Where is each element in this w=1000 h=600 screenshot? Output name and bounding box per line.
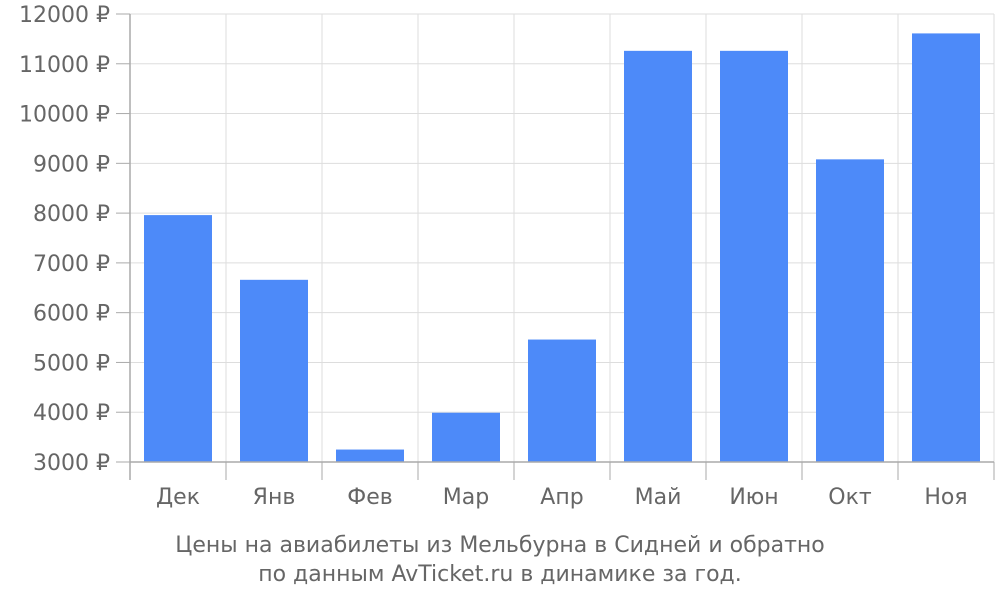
bars [144,33,980,463]
x-tick-label: Апр [540,485,583,510]
bar [624,50,692,462]
bar-chart: 3000 ₽ 4000 ₽ 5000 ₽ 6000 ₽ 7000 ₽ 8000 ₽ 9000… [19,3,995,510]
bar [432,412,500,462]
x-tick-label: Ноя [924,485,967,510]
y-tick-label: 9000 ₽ [33,152,110,177]
x-tick-label: Фев [347,485,392,510]
axes [116,13,995,480]
bar [336,449,404,462]
y-tick-labels: 3000 ₽ 4000 ₽ 5000 ₽ 6000 ₽ 7000 ₽ 8000 ₽ 9000… [19,3,110,476]
y-tick-label: 4000 ₽ [33,401,110,426]
y-tick-label: 7000 ₽ [33,252,110,277]
y-tick-label: 8000 ₽ [33,202,110,227]
y-tick-label: 3000 ₽ [33,451,110,476]
x-tick-labels: Дек Янв Фев Мар Апр Май Июн Окт Ноя [156,485,968,510]
bar [720,50,788,462]
x-tick-label: Дек [156,485,200,510]
bar [912,33,980,463]
chart-caption-line-2: по данным AvTicket.ru в динамике за год. [258,562,742,587]
x-tick-label: Июн [729,485,778,510]
bar [816,159,884,462]
bar [528,339,596,462]
y-tick-label: 11000 ₽ [19,53,110,78]
y-tick-label: 10000 ₽ [19,103,110,128]
x-tick-label: Янв [253,485,296,510]
y-tick-label: 6000 ₽ [33,302,110,327]
chart-caption-line-1: Цены на авиабилеты из Мельбурна в Сидней… [175,533,825,558]
y-tick-label: 5000 ₽ [33,351,110,376]
x-tick-label: Окт [828,485,872,510]
bar [144,215,212,462]
x-tick-label: Май [635,485,682,510]
x-tick-label: Мар [443,485,489,510]
y-tick-label: 12000 ₽ [19,3,110,28]
bar [240,279,308,462]
